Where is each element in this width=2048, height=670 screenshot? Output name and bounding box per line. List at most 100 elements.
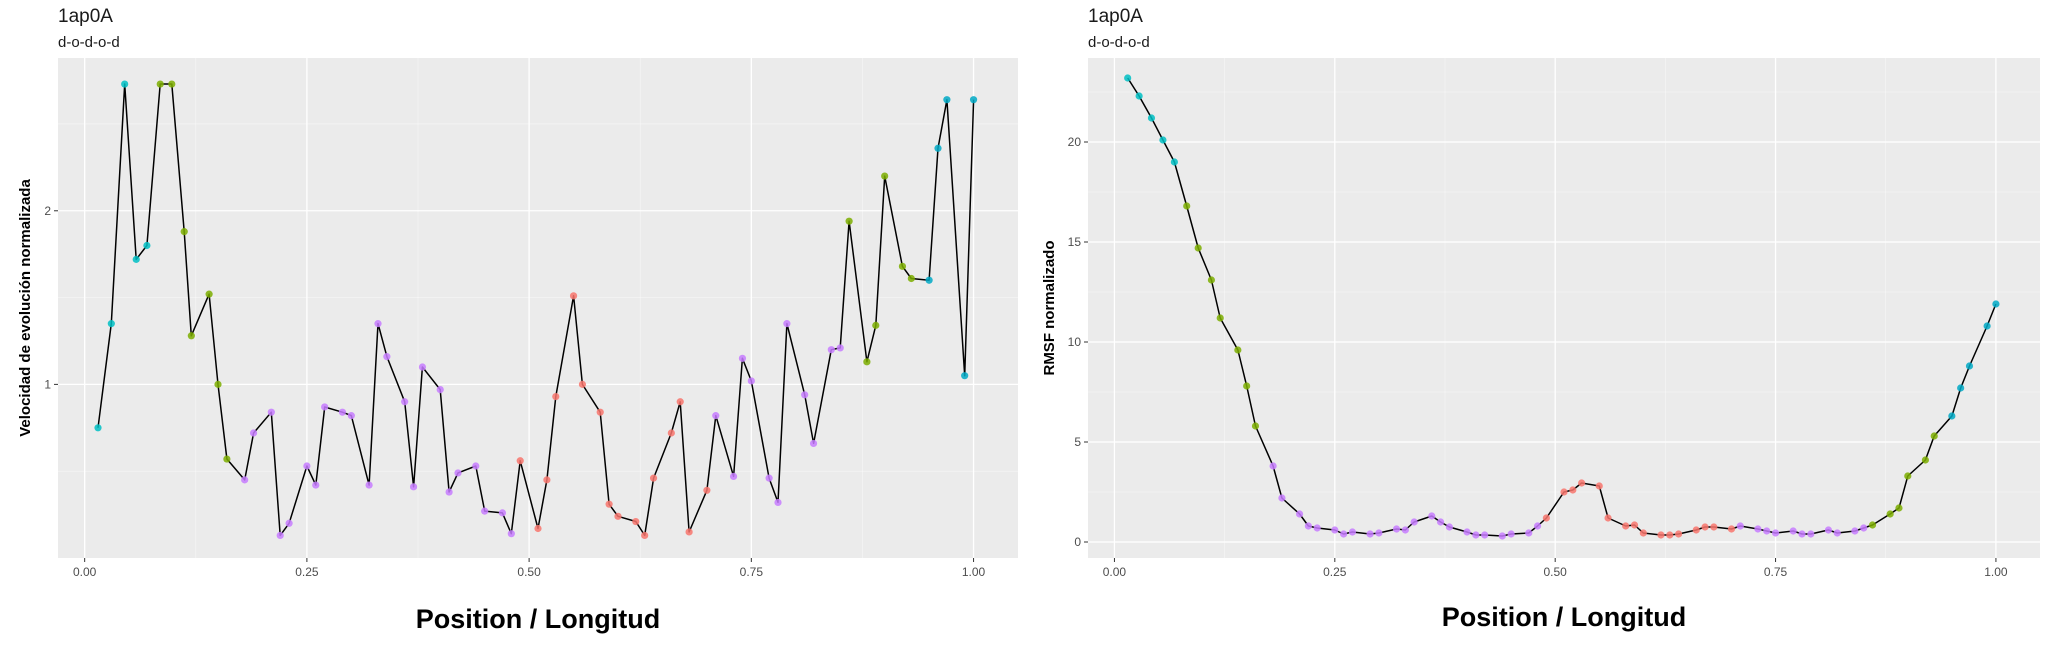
data-point [498, 509, 507, 517]
data-point [1533, 522, 1542, 530]
data-point [445, 488, 453, 496]
data-point [1569, 486, 1577, 494]
data-point [1542, 514, 1550, 522]
data-point [712, 412, 720, 420]
y-tick-label: 2 [44, 204, 51, 218]
data-point [1622, 522, 1630, 530]
x-tick-label: 0.25 [295, 565, 319, 579]
data-point [729, 472, 738, 481]
data-point [1295, 510, 1304, 518]
y-tick-label: 5 [1074, 435, 1081, 449]
data-point [1340, 530, 1348, 538]
data-point [1481, 531, 1489, 539]
data-point [507, 530, 515, 538]
data-point [1833, 529, 1841, 537]
data-point [1807, 530, 1815, 538]
data-point [1472, 531, 1480, 539]
data-point [969, 96, 978, 104]
data-point [863, 358, 871, 366]
data-point [632, 517, 640, 526]
data-point [1992, 300, 2000, 308]
x-tick-label: 1.00 [962, 565, 986, 579]
data-point [1392, 525, 1401, 533]
data-point [774, 498, 782, 507]
data-point [1736, 522, 1744, 530]
y-tick-label: 15 [1068, 235, 1082, 249]
data-point [303, 462, 311, 470]
data-point [1507, 530, 1515, 538]
plot-panel [58, 58, 1018, 558]
data-point [703, 486, 711, 494]
data-point [1234, 346, 1242, 354]
data-point [121, 80, 129, 88]
data-point [543, 476, 551, 484]
data-point [365, 481, 373, 489]
data-point [312, 481, 320, 489]
data-point [1278, 494, 1286, 502]
data-point [1410, 518, 1418, 526]
data-point [765, 474, 773, 482]
data-point [1763, 527, 1771, 535]
x-tick-label: 1.00 [1984, 565, 2008, 579]
right-chart-title: 1ap0A [1088, 6, 1143, 27]
y-tick-label: 0 [1074, 535, 1081, 549]
data-point [180, 228, 188, 236]
data-point [836, 344, 844, 352]
data-point [1331, 526, 1339, 534]
data-point [1666, 531, 1674, 539]
data-point [1948, 412, 1956, 420]
data-point [1170, 158, 1178, 166]
data-point [1983, 322, 1991, 330]
data-point [943, 96, 951, 104]
left-chart-title: 1ap0A [58, 6, 113, 27]
data-point [801, 391, 809, 399]
data-point [925, 276, 933, 284]
x-tick-label: 0.50 [1544, 565, 1568, 579]
x-axis-title: Position / Longitud [416, 604, 660, 634]
data-point [1789, 527, 1797, 535]
data-point [338, 408, 347, 416]
data-point [1886, 510, 1894, 518]
data-point [168, 80, 176, 88]
data-point [1630, 521, 1639, 529]
data-point [1895, 504, 1903, 512]
data-point [1860, 524, 1868, 532]
data-point [374, 320, 382, 328]
data-point [578, 380, 587, 388]
data-point [436, 385, 444, 394]
data-point [1401, 526, 1409, 534]
data-point [205, 290, 213, 298]
data-point [676, 398, 684, 406]
right-chart-subtitle: d-o-d-o-d [1088, 34, 1150, 51]
data-point [1445, 523, 1454, 531]
data-point [1436, 518, 1445, 526]
data-point [516, 457, 524, 465]
data-point [472, 462, 480, 470]
data-point [1771, 529, 1780, 537]
data-point [596, 408, 604, 416]
right-chart: 0.00 0.25 0.50 0.75 1.00 0 5 10 15 20 Position / L… [1041, 58, 2040, 632]
data-point [1754, 525, 1762, 533]
data-point [845, 217, 853, 225]
x-tick-label: 0.00 [1103, 565, 1127, 579]
y-tick-label: 10 [1068, 335, 1082, 349]
data-point [685, 528, 693, 536]
data-point [107, 320, 115, 328]
data-point [1604, 514, 1612, 522]
data-point [409, 483, 418, 491]
data-point [1965, 362, 1974, 370]
data-point [872, 321, 880, 329]
data-point [1498, 532, 1506, 540]
data-point [1868, 521, 1877, 529]
data-point [1692, 526, 1700, 534]
data-point [827, 346, 835, 354]
data-point [1159, 136, 1167, 144]
data-point [534, 524, 542, 533]
left-chart-subtitle: d-o-d-o-d [58, 34, 120, 51]
data-point [809, 439, 818, 448]
data-point [267, 408, 275, 416]
data-point [94, 424, 102, 432]
data-point [347, 412, 355, 420]
data-point [1366, 530, 1374, 538]
